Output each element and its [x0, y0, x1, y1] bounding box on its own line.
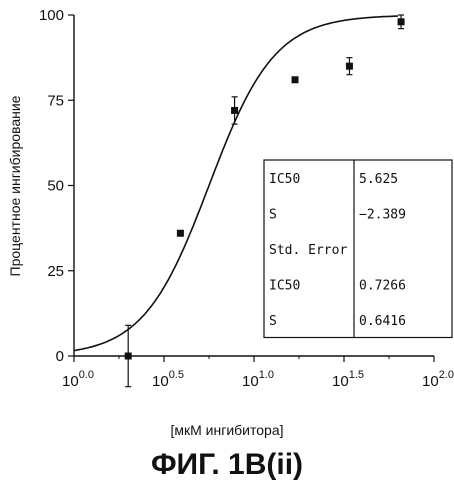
x-axis-label: [мкМ ингибитора]: [0, 422, 454, 438]
stats-label: S: [269, 314, 277, 329]
stats-value: 0.7266: [359, 279, 406, 294]
y-tick-label: 0: [56, 348, 64, 365]
data-point: [398, 18, 405, 25]
y-axis-label: Процентное ингибирование: [7, 76, 23, 296]
y-axis-ticks: 0 25 50 75 100: [39, 7, 74, 365]
figure-caption: ФИГ. 1B(ii): [0, 448, 454, 482]
stats-value: 5.625: [359, 172, 398, 187]
x-axis-ticks: 100.0 100.5 101.0 101.5 102.0: [62, 356, 454, 390]
data-point: [125, 353, 132, 360]
y-tick-label: 75: [47, 92, 64, 109]
stats-value: −2.389: [359, 208, 406, 223]
x-tick-label: 101.5: [332, 369, 364, 390]
data-point: [346, 63, 353, 70]
y-tick-label: 100: [39, 7, 64, 24]
stats-label: IC50: [269, 172, 300, 187]
stats-table: IC50 5.625 S −2.389 Std. Error IC50 0.7266 S 0.6…: [264, 160, 452, 338]
stats-label: IC50: [269, 279, 300, 294]
data-point: [231, 107, 238, 114]
x-tick-label: 101.0: [242, 369, 274, 390]
stats-label: S: [269, 208, 277, 223]
stats-value: 0.6416: [359, 314, 406, 329]
y-tick-label: 50: [47, 178, 64, 195]
x-tick-label: 100.0: [62, 369, 94, 390]
y-tick-label: 25: [47, 263, 64, 280]
x-tick-label: 102.0: [422, 369, 454, 390]
stats-label: Std. Error: [269, 243, 347, 258]
data-point: [292, 76, 299, 83]
data-point: [177, 230, 184, 237]
x-tick-label: 100.5: [152, 369, 184, 390]
